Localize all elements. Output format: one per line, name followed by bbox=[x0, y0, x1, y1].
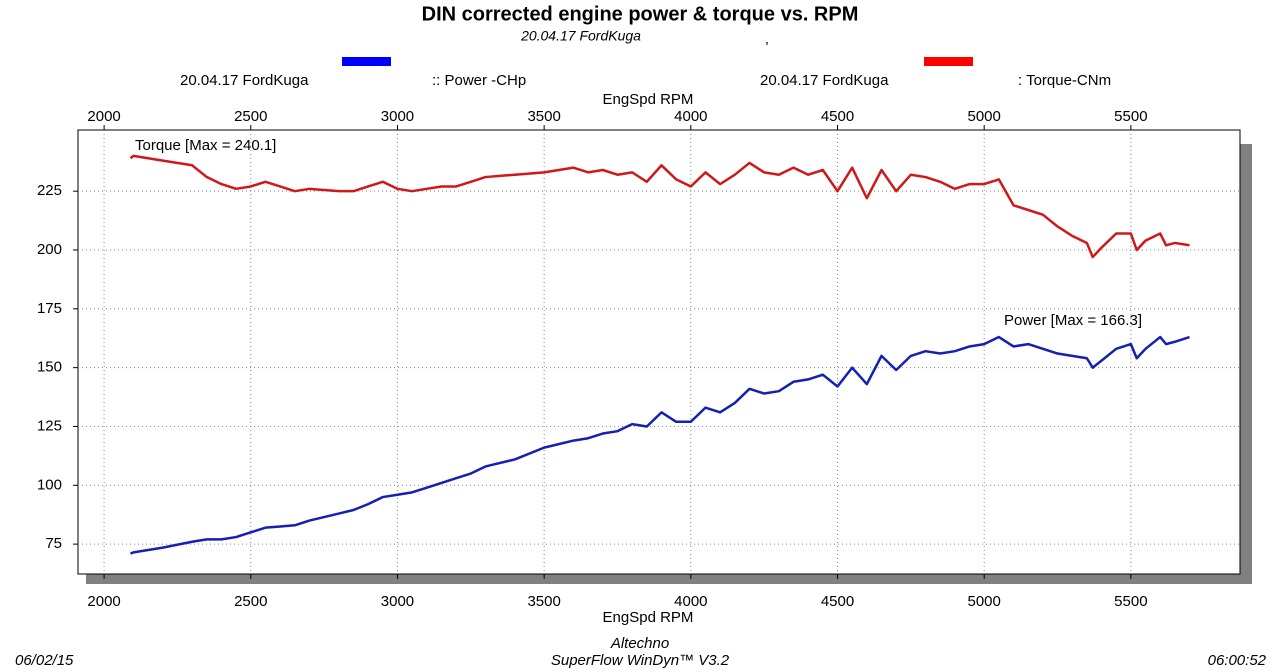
x-tick-label-top: 3500 bbox=[527, 108, 560, 125]
x-tick-label-top: 4000 bbox=[674, 108, 707, 125]
y-tick-label: 125 bbox=[37, 417, 62, 434]
x-axis-title: EngSpd RPM bbox=[603, 609, 694, 626]
x-axis-title-top: EngSpd RPM bbox=[603, 91, 694, 108]
x-tick-label: 3000 bbox=[381, 593, 414, 610]
series-line bbox=[129, 154, 1190, 259]
x-tick-label-top: 5500 bbox=[1114, 108, 1147, 125]
legend-label: : Torque-CNm bbox=[1018, 72, 1111, 89]
x-tick-label: 2500 bbox=[234, 593, 267, 610]
footer-date: 06/02/15 bbox=[15, 652, 74, 669]
legend-label: :: Power -CHp bbox=[432, 72, 526, 89]
x-tick-label: 2000 bbox=[87, 593, 120, 610]
y-tick-label: 150 bbox=[37, 359, 62, 376]
x-tick-label-top: 2500 bbox=[234, 108, 267, 125]
x-tick-label-top: 4500 bbox=[821, 108, 854, 125]
footer-time: 06:00:52 bbox=[1208, 652, 1267, 669]
subtitle: 20.04.17 FordKuga bbox=[520, 28, 641, 44]
legend-swatch bbox=[342, 57, 391, 66]
x-tick-label-top: 3000 bbox=[381, 108, 414, 125]
annotation: Torque [Max = 240.1] bbox=[135, 137, 276, 154]
footer-company: Altechno bbox=[610, 635, 669, 652]
y-tick-label: 75 bbox=[45, 535, 62, 552]
chart-title: DIN corrected engine power & torque vs. … bbox=[422, 3, 859, 25]
y-tick-label: 200 bbox=[37, 241, 62, 258]
x-tick-label: 3500 bbox=[527, 593, 560, 610]
legend-run: 20.04.17 FordKuga bbox=[760, 72, 889, 89]
footer-software: SuperFlow WinDyn™ V3.2 bbox=[551, 652, 730, 669]
plot-area bbox=[77, 129, 1241, 575]
x-tick-label-top: 5000 bbox=[968, 108, 1001, 125]
legend-swatch bbox=[924, 57, 973, 66]
x-tick-label: 5000 bbox=[968, 593, 1001, 610]
legend-run: 20.04.17 FordKuga bbox=[180, 72, 309, 89]
annotation: Power [Max = 166.3] bbox=[1004, 312, 1142, 329]
y-tick-label: 225 bbox=[37, 182, 62, 199]
x-tick-label-top: 2000 bbox=[87, 108, 120, 125]
x-tick-label: 4000 bbox=[674, 593, 707, 610]
y-tick-label: 175 bbox=[37, 300, 62, 317]
x-tick-label: 5500 bbox=[1114, 593, 1147, 610]
subtitle-mark: , bbox=[765, 31, 769, 47]
series-line bbox=[130, 335, 1190, 555]
x-tick-label: 4500 bbox=[821, 593, 854, 610]
y-tick-label: 100 bbox=[37, 476, 62, 493]
